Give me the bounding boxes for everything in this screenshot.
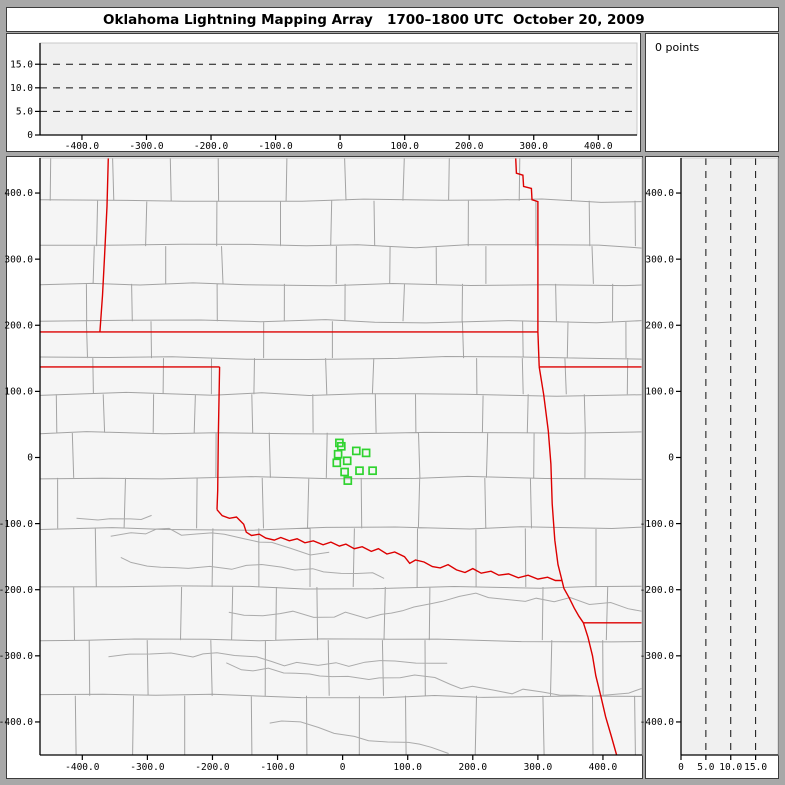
x-tick-label: 15.0 xyxy=(744,762,767,773)
y-tick-label: 5.0 xyxy=(16,107,33,118)
x-tick-label: 300.0 xyxy=(524,762,553,773)
plan-view-map-plot: 400.0 300.0 200.0 100.0 0 -100.0 -200.0 -300.0 -… xyxy=(0,157,643,773)
map-layers xyxy=(40,158,642,755)
altitude-ns-plot-area[interactable] xyxy=(681,158,778,755)
station-marker xyxy=(333,449,343,459)
x-tick-label: -100.0 xyxy=(260,762,295,773)
altitude-ew-projection-plot: 0 5.0 10.0 15.0 -400.0 -300.0 -200.0 -100.0 0 100… xyxy=(10,42,638,152)
county-boundary-lines xyxy=(40,158,642,755)
x-tick-label: 200.0 xyxy=(458,762,487,773)
y-tick-label: 0 xyxy=(668,453,674,464)
y-tick-label: -400.0 xyxy=(0,717,33,728)
state-border-oklahoma-missouri xyxy=(537,331,540,367)
altitude-ns-projection-panel[interactable]: 400.0 300.0 200.0 100.0 0 -100.0 -200.0 -300.0 -… xyxy=(640,156,779,779)
x-tick-label: 100.0 xyxy=(390,141,419,152)
x-tick-label: 400.0 xyxy=(584,141,613,152)
x-tick-label: 5.0 xyxy=(697,762,714,773)
station-marker xyxy=(368,466,377,476)
river-lines xyxy=(76,514,642,754)
x-tick-label: 10.0 xyxy=(719,762,742,773)
station-marker xyxy=(351,446,361,456)
state-border-texas-oklahoma-100w xyxy=(216,366,221,510)
x-tick-label: 0 xyxy=(340,762,346,773)
station-marker xyxy=(361,448,371,458)
points-count-label: 0 points xyxy=(655,41,700,54)
y-tick-label: 15.0 xyxy=(10,59,33,70)
altitude-ns-projection-plot: 400.0 300.0 200.0 100.0 0 -100.0 -200.0 -300.0 -… xyxy=(640,157,779,773)
y-tick-label: 200.0 xyxy=(4,320,33,331)
y-tick-label: -100.0 xyxy=(0,519,33,530)
station-marker xyxy=(332,458,342,468)
y-tick-label: 400.0 xyxy=(4,188,33,199)
station-marker xyxy=(355,466,364,476)
station-marker xyxy=(340,467,349,477)
points-counter-panel: 0 points xyxy=(645,33,779,152)
y-tick-label: 300.0 xyxy=(4,254,33,265)
y-tick-label: 200.0 xyxy=(645,320,674,331)
x-tick-label: -100.0 xyxy=(258,141,293,152)
y-tick-label: -200.0 xyxy=(640,585,675,596)
station-marker xyxy=(336,441,346,451)
y-tick-label: 300.0 xyxy=(645,254,674,265)
y-tick-label: 10.0 xyxy=(10,83,33,94)
state-border-red-river-tx-ok xyxy=(216,509,562,582)
x-tick-label: -300.0 xyxy=(129,141,164,152)
x-tick-label: -200.0 xyxy=(195,762,230,773)
state-border-oklahoma-arkansas xyxy=(538,366,563,581)
x-tick-label: -400.0 xyxy=(65,762,100,773)
y-tick-label: 100.0 xyxy=(645,387,674,398)
state-border-texas-louisiana xyxy=(582,622,618,755)
window-title: Oklahoma Lightning Mapping Array 1700–18… xyxy=(103,11,645,28)
x-tick-label: 400.0 xyxy=(589,762,618,773)
x-tick-label: -300.0 xyxy=(130,762,165,773)
x-tick-label: 300.0 xyxy=(519,141,548,152)
y-tick-label: 400.0 xyxy=(645,188,674,199)
y-tick-label: -100.0 xyxy=(640,519,675,530)
x-tick-label: -400.0 xyxy=(65,141,100,152)
station-markers xyxy=(332,438,377,485)
y-tick-label: -400.0 xyxy=(640,717,675,728)
y-tick-label: -200.0 xyxy=(0,585,33,596)
x-tick-label: 100.0 xyxy=(393,762,422,773)
state-border-colorado-kansas-102w xyxy=(99,158,109,332)
station-marker xyxy=(342,456,352,466)
y-tick-label: -300.0 xyxy=(0,651,33,662)
y-tick-label: 100.0 xyxy=(4,387,33,398)
station-marker xyxy=(343,476,353,485)
x-tick-label: -200.0 xyxy=(194,141,229,152)
x-tick-label: 0 xyxy=(337,141,343,152)
x-tick-label: 0 xyxy=(678,762,684,773)
altitude-ew-projection-panel[interactable]: 0 5.0 10.0 15.0 -400.0 -300.0 -200.0 -100.0 0 100… xyxy=(6,33,641,152)
y-tick-label: -300.0 xyxy=(640,651,675,662)
y-tick-label: 0 xyxy=(27,453,33,464)
title-bar: Oklahoma Lightning Mapping Array 1700–18… xyxy=(6,7,779,32)
plan-view-map-panel[interactable]: 400.0 300.0 200.0 100.0 0 -100.0 -200.0 -300.0 -… xyxy=(0,156,643,779)
state-border-arkansas-texas-corner xyxy=(561,580,584,624)
altitude-ew-plot-area[interactable] xyxy=(40,43,637,135)
state-border-kansas-missouri xyxy=(515,158,539,332)
x-tick-label: 200.0 xyxy=(455,141,484,152)
y-tick-label: 0 xyxy=(27,130,33,141)
